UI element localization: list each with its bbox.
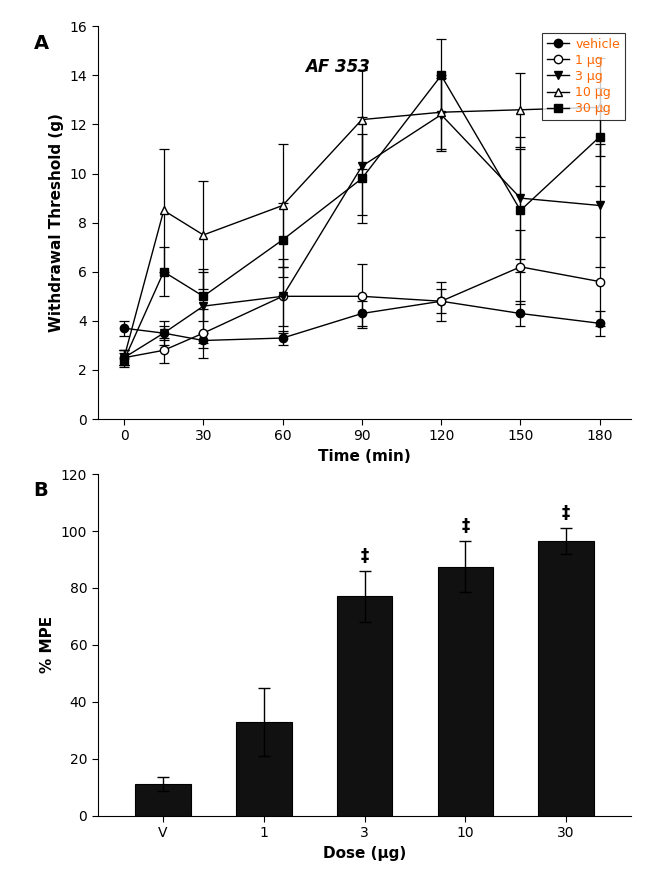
Text: A: A [34,34,49,53]
Text: ‡: ‡ [361,547,368,565]
Bar [236,722,292,816]
Y-axis label: Withdrawal Threshold (g): Withdrawal Threshold (g) [49,113,64,332]
Bar [437,567,493,816]
Y-axis label: % MPE: % MPE [40,617,55,674]
Text: ‡: ‡ [562,504,570,523]
X-axis label: Time (min): Time (min) [318,449,411,464]
Text: B: B [34,481,48,500]
X-axis label: Dose (μg): Dose (μg) [323,845,406,860]
Bar [538,541,594,816]
Text: AF 353: AF 353 [305,58,370,75]
Legend: vehicle, 1 μg, 3 μg, 10 μg, 30 μg: vehicle, 1 μg, 3 μg, 10 μg, 30 μg [542,32,625,120]
Bar [135,784,191,816]
Text: ‡: ‡ [461,517,469,535]
Bar [337,596,393,816]
